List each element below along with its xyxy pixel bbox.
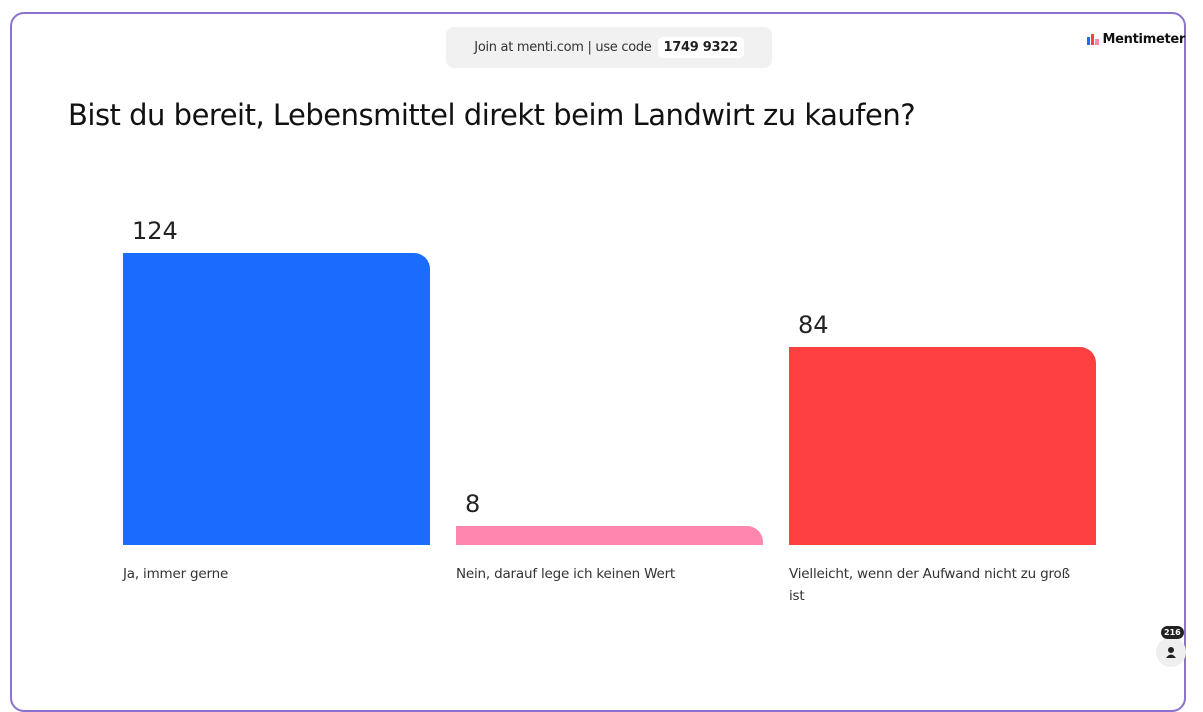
participants-count: 216 [1161,626,1184,639]
join-code: 1749 9322 [657,37,744,58]
bar [789,347,1096,545]
person-icon [1166,647,1176,658]
category-label: Vielleicht, wenn der Aufwand nicht zu gr… [789,566,1070,604]
page: Join at menti.com | use code 1749 9322 M… [10,12,1186,712]
join-box: Join at menti.com | use code 1749 9322 [446,27,772,68]
join-text: Join at menti.com | use code [474,40,652,55]
brand-name: Mentimeter [1102,32,1186,47]
bar [123,253,430,545]
value-label: 124 [132,217,178,245]
value-label: 84 [798,311,829,340]
category-label: Nein, darauf lege ich keinen Wert [456,566,676,582]
value-label: 8 [465,490,481,519]
brand-logo [1086,34,1099,45]
category-label: Ja, immer gerne [123,566,229,582]
participants-icon[interactable] [1156,637,1186,667]
question-title: Bist du bereit, Lebensmittel direkt beim… [68,98,916,132]
bar [456,526,763,545]
brand: Mentimeter [1086,32,1186,47]
